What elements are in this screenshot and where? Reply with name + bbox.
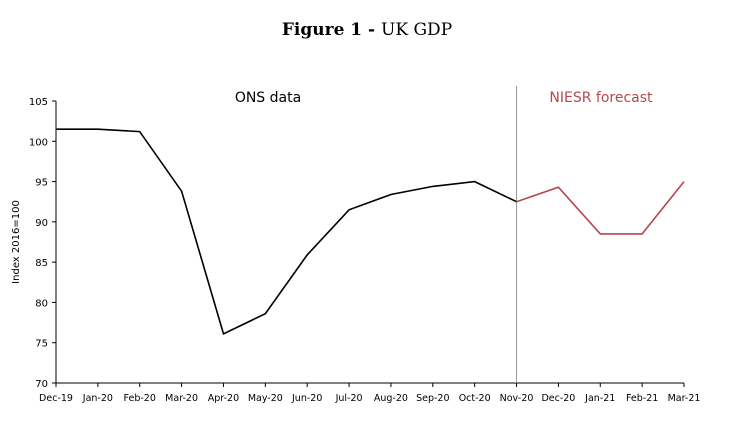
- annotation-ons-data: ONS data: [235, 90, 301, 106]
- x-tick-label-jun-20: Jun-20: [291, 393, 322, 404]
- y-tick-label-75: 75: [35, 339, 48, 350]
- x-tick-label-jan-21: Jan-21: [584, 393, 615, 404]
- y-axis-title: Index 2016=100: [11, 200, 22, 284]
- x-tick-label-jan-20: Jan-20: [82, 393, 113, 404]
- figure-title: Figure 1 - UK GDP: [0, 20, 734, 40]
- x-tick-label-feb-21: Feb-21: [626, 393, 658, 404]
- y-tick-label-95: 95: [35, 178, 48, 189]
- data-point-ons-data-jan-20: [97, 128, 99, 130]
- x-tick-label-jul-20: Jul-20: [335, 393, 363, 404]
- series-line-niesr-forecast: [516, 181, 685, 235]
- data-point-ons-data-aug-20: [390, 194, 392, 196]
- data-point-niesr-forecast-nov-20: [516, 201, 518, 203]
- y-tick-label-100: 100: [29, 137, 48, 148]
- data-point-ons-data-jul-20: [348, 209, 350, 211]
- y-tick-label-85: 85: [35, 258, 48, 269]
- x-tick-label-may-20: May-20: [248, 393, 283, 404]
- y-tick-label-90: 90: [35, 218, 48, 229]
- data-point-ons-data-dec-19: [55, 128, 57, 130]
- figure-number: Figure 1: [281, 20, 363, 40]
- data-point-ons-data-oct-20: [474, 181, 476, 183]
- annotation-niesr-forecast: NIESR forecast: [549, 90, 653, 106]
- series-line-ons-data: [56, 128, 517, 336]
- data-point-ons-data-jun-20: [306, 254, 308, 256]
- x-tick-label-sep-20: Sep-20: [416, 393, 449, 404]
- data-point-ons-data-apr-20: [223, 333, 225, 335]
- x-tick-label-aug-20: Aug-20: [374, 393, 408, 404]
- x-tick-label-mar-21: Mar-21: [668, 393, 701, 404]
- data-point-ons-data-mar-20: [181, 190, 183, 192]
- data-point-ons-data-feb-20: [139, 131, 141, 133]
- y-tick-label-80: 80: [35, 298, 48, 309]
- data-point-niesr-forecast-jan-21: [599, 233, 601, 235]
- x-tick-label-mar-20: Mar-20: [165, 393, 198, 404]
- data-point-ons-data-sep-20: [432, 186, 434, 188]
- figure-title-text: UK GDP: [381, 20, 453, 40]
- x-tick-label-feb-20: Feb-20: [124, 393, 156, 404]
- y-tick-label-70: 70: [35, 379, 48, 390]
- y-tick-label-105: 105: [29, 97, 48, 108]
- data-point-niesr-forecast-feb-21: [641, 233, 643, 235]
- x-tick-label-dec-19: Dec-19: [39, 393, 73, 404]
- x-tick-label-oct-20: Oct-20: [459, 393, 491, 404]
- figure-title-separator: -: [362, 20, 382, 40]
- x-tick-label-nov-20: Nov-20: [500, 393, 534, 404]
- x-tick-label-apr-20: Apr-20: [208, 393, 239, 404]
- data-point-niesr-forecast-dec-20: [558, 186, 560, 188]
- x-tick-label-dec-20: Dec-20: [541, 393, 575, 404]
- data-point-niesr-forecast-mar-21: [683, 181, 685, 183]
- data-point-ons-data-may-20: [265, 313, 267, 315]
